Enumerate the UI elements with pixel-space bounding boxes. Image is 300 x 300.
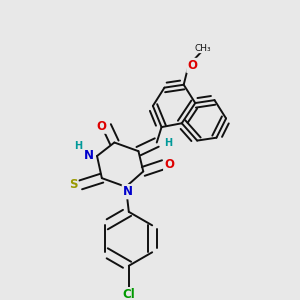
Text: H: H (164, 137, 172, 148)
Text: H: H (74, 141, 82, 152)
Text: O: O (164, 158, 174, 171)
Text: CH₃: CH₃ (195, 44, 211, 52)
Text: O: O (188, 59, 197, 72)
Text: O: O (97, 120, 107, 133)
Text: Cl: Cl (122, 288, 135, 300)
Text: N: N (123, 185, 133, 198)
Text: N: N (84, 149, 94, 163)
Text: S: S (69, 178, 77, 191)
